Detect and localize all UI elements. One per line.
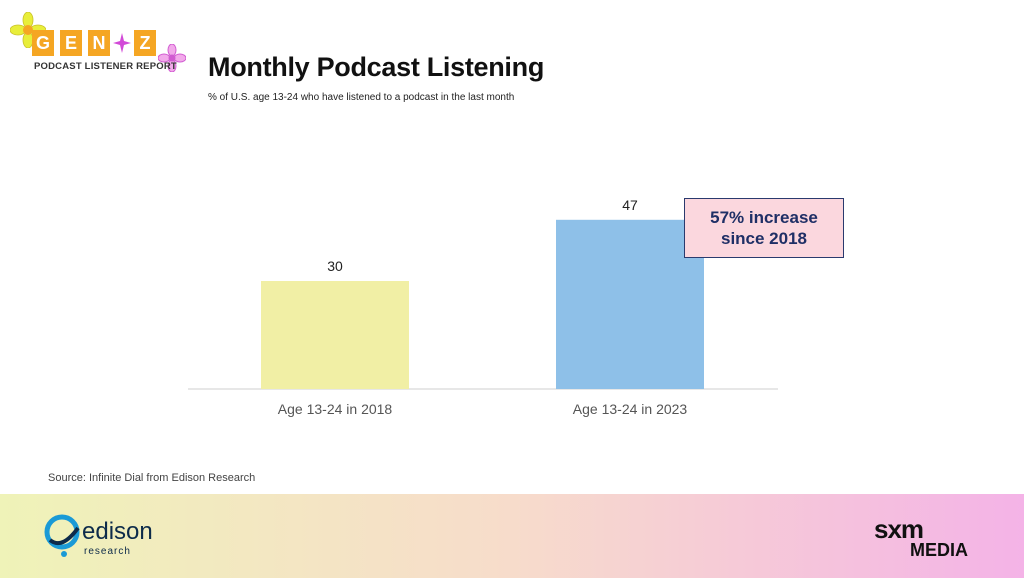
- logo-letter-e: E: [60, 30, 82, 56]
- data-label-2018: 30: [327, 258, 343, 274]
- edison-swirl-icon: [44, 514, 80, 557]
- chart-subtitle: % of U.S. age 13-24 who have listened to…: [208, 92, 515, 103]
- logo-letter-z: Z: [134, 30, 156, 56]
- increase-callout: 57% increase since 2018: [684, 198, 844, 258]
- pink-flower-icon: [158, 44, 186, 72]
- callout-line-2: since 2018: [720, 229, 807, 248]
- footer-banner: edison research sxm MEDIA: [0, 494, 1024, 578]
- logo-letter-n: N: [88, 30, 110, 56]
- x-tick-label-2023: Age 13-24 in 2023: [573, 401, 688, 417]
- gen-z-logo: G E N Z PODCAST LISTENER REPORT: [10, 10, 192, 76]
- x-tick-label-2018: Age 13-24 in 2018: [278, 401, 393, 417]
- logo-subtitle: PODCAST LISTENER REPORT: [34, 61, 177, 72]
- source-note: Source: Infinite Dial from Edison Resear…: [48, 472, 256, 484]
- data-label-2023: 47: [622, 197, 638, 213]
- chart-title: Monthly Podcast Listening: [208, 52, 545, 82]
- bar-2018: [261, 281, 409, 389]
- media-wordmark: MEDIA: [910, 540, 968, 560]
- research-wordmark: research: [84, 546, 131, 557]
- sxm-wordmark: sxm: [874, 514, 924, 544]
- yellow-flower-icon: [10, 12, 46, 48]
- logo-letter-g: G: [32, 30, 54, 56]
- edison-wordmark: edison: [82, 518, 153, 545]
- edison-research-logo: edison research: [42, 508, 172, 564]
- bar-2023: [556, 219, 704, 389]
- sparkle-icon: [113, 33, 131, 53]
- callout-line-1: 57% increase: [710, 208, 818, 227]
